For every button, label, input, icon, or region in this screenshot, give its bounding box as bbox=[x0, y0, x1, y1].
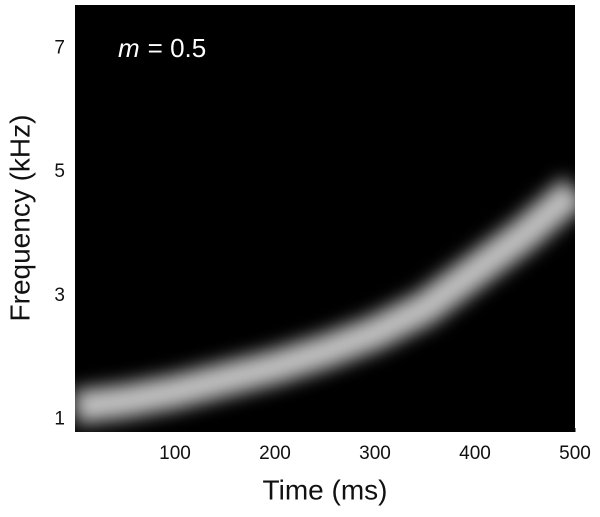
x-tick-label: 500 bbox=[559, 443, 591, 464]
y-tick-label: 3 bbox=[54, 285, 65, 306]
x-tick-label: 200 bbox=[259, 443, 291, 464]
x-tick-label: 100 bbox=[159, 443, 191, 464]
y-axis-label: Frequency (kHz) bbox=[4, 115, 35, 322]
frequency-ridge bbox=[75, 177, 575, 425]
spectrogram bbox=[75, 177, 575, 425]
y-tick-label: 7 bbox=[54, 37, 65, 58]
y-tick-label: 5 bbox=[54, 161, 65, 182]
x-tick-label: 400 bbox=[459, 443, 491, 464]
annotation-symbol: m bbox=[118, 33, 140, 63]
annotation: m = 0.5 bbox=[118, 33, 206, 63]
x-tick-label: 300 bbox=[359, 443, 391, 464]
annotation-value: = 0.5 bbox=[148, 33, 207, 63]
y-tick-label: 1 bbox=[54, 409, 65, 430]
x-axis-label: Time (ms) bbox=[263, 474, 388, 505]
